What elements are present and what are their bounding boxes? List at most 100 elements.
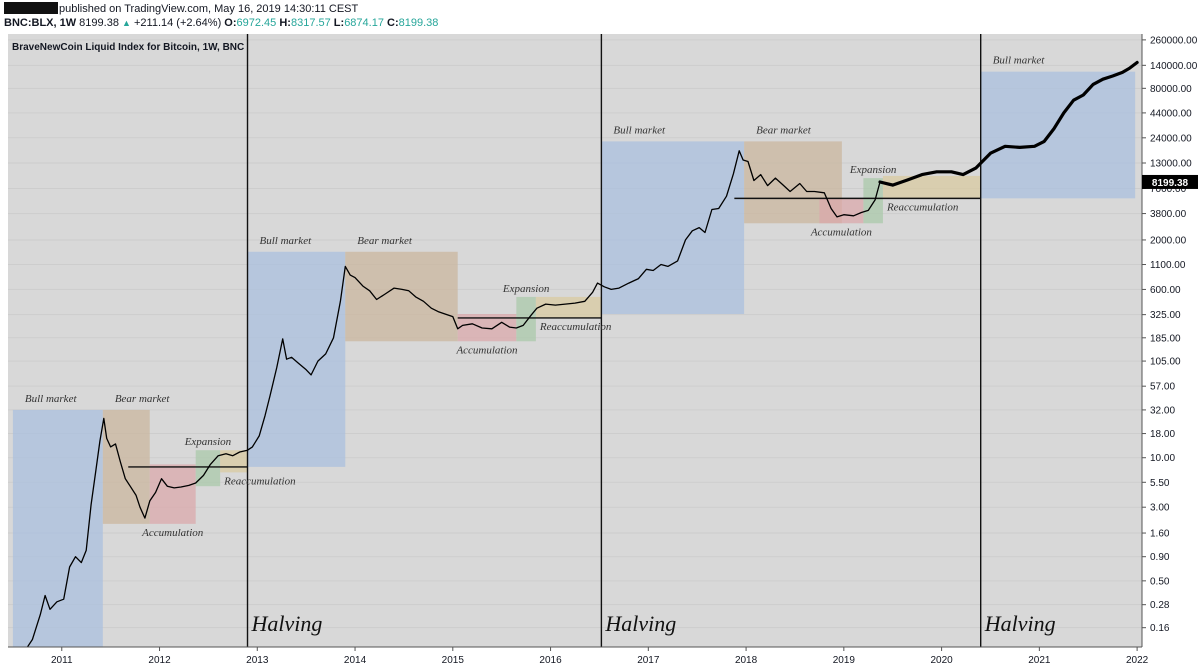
x-tick-label: 2019	[833, 655, 856, 666]
chart-header: published on TradingView.com, May 16, 20…	[0, 0, 1200, 32]
last-price-tag	[1142, 174, 1198, 189]
y-tick-label: 0.50	[1150, 576, 1170, 587]
y-axis-panel	[1142, 34, 1200, 647]
phase-accum	[149, 464, 196, 524]
y-tick-label: 140000.00	[1150, 61, 1198, 72]
phase-expand	[516, 296, 536, 342]
up-arrow-icon: ▲	[122, 18, 131, 28]
x-tick-label: 2021	[1028, 655, 1051, 666]
phase-labels: Bull market Bear market Accumulation Expans…	[25, 55, 1045, 539]
last-price: 8199.38	[79, 17, 119, 29]
phase-label: Reaccumulation	[886, 201, 959, 213]
halving-label: Halving	[984, 611, 1056, 636]
symbol-label: BNC:BLX, 1W	[4, 17, 77, 29]
y-axis: 260000.00 140000.00 80000.00 44000.00 24000.…	[1142, 35, 1198, 634]
y-tick-label: 57.00	[1150, 382, 1175, 393]
phase-label: Bull market	[613, 124, 666, 136]
phase-label: Expansion	[502, 283, 550, 295]
y-tick-label: 10.00	[1150, 453, 1175, 464]
phase-label: Expansion	[849, 164, 897, 176]
phase-label: Bear market	[756, 124, 812, 136]
high-label: H:	[279, 17, 291, 29]
phase-reacc	[220, 450, 248, 473]
publish-line: published on TradingView.com, May 16, 20…	[4, 2, 358, 15]
y-tick-label: 325.00	[1150, 310, 1181, 321]
y-tick-label: 18.00	[1150, 429, 1175, 440]
phase-label: Bull market	[25, 393, 78, 405]
y-tick-label: 80000.00	[1150, 84, 1192, 95]
y-tick-label: 2000.00	[1150, 235, 1187, 246]
price-change: +211.14 (+2.64%)	[133, 17, 222, 29]
close-value: 8199.38	[398, 17, 439, 29]
x-tick-label: 2014	[344, 655, 367, 666]
y-tick-label: 44000.00	[1150, 108, 1192, 119]
halving-lines: Halving Halving Halving	[246, 34, 1056, 647]
x-tick-label: 2013	[246, 655, 269, 666]
price-line	[17, 150, 881, 663]
phase-reacc	[535, 296, 602, 318]
phase-bear	[345, 251, 458, 342]
open-value: 6972.45	[236, 17, 277, 29]
y-tick-label: 5.50	[1150, 478, 1170, 489]
y-tick-label: 1.60	[1150, 529, 1170, 540]
phase-label: Reaccumulation	[223, 475, 296, 487]
publish-info: published on TradingView.com, May 16, 20…	[59, 3, 359, 15]
phase-regions	[12, 71, 1136, 647]
x-tick-label: 2020	[930, 655, 953, 666]
x-axis-panel	[0, 647, 1200, 670]
phase-label: Bear market	[115, 393, 171, 405]
y-tick-label: 185.00	[1150, 333, 1181, 344]
low-value: 6874.17	[344, 17, 384, 29]
x-tick-label: 2017	[637, 655, 660, 666]
plot-area	[8, 34, 1142, 647]
projection-line	[878, 60, 1139, 187]
phase-bull	[12, 409, 103, 647]
y-tick-label: 260000.00	[1150, 35, 1198, 46]
phase-label: Bear market	[357, 235, 413, 247]
phase-label: Expansion	[184, 436, 232, 448]
chart-title: BraveNewCoin Liquid Index for Bitcoin, 1…	[12, 42, 244, 53]
x-tick-label: 2022	[1126, 655, 1149, 666]
phase-label: Accumulation	[455, 344, 518, 356]
y-tick-label: 0.16	[1150, 623, 1170, 634]
halving-label: Halving	[604, 611, 676, 636]
y-tick-label: 3.00	[1150, 503, 1170, 514]
phase-label: Accumulation	[810, 226, 873, 238]
phase-bull	[980, 71, 1136, 199]
phase-bull	[601, 141, 745, 315]
phase-label: Bull market	[993, 55, 1046, 67]
y-tick-label: 24000.00	[1150, 133, 1192, 144]
redacted-username	[4, 2, 58, 14]
x-tick-label: 2016	[539, 655, 562, 666]
y-tick-label: 105.00	[1150, 357, 1181, 368]
phase-accum	[819, 198, 864, 224]
phase-expand	[863, 178, 883, 224]
price-series	[17, 60, 1139, 663]
x-tick-label: 2015	[442, 655, 465, 666]
y-tick-label: 1100.00	[1150, 260, 1186, 271]
high-value: 8317.57	[290, 17, 331, 29]
open-label: O:	[224, 17, 237, 29]
y-tick-label: 0.28	[1150, 600, 1170, 611]
phase-label: Accumulation	[141, 527, 204, 539]
x-axis: 2011 2012 2013 2014 2015 2016 2017 2018 2019 2020…	[51, 647, 1149, 666]
phase-label: Reaccumulation	[539, 321, 612, 333]
x-tick-label: 2012	[148, 655, 171, 666]
gridlines	[8, 39, 1142, 629]
last-price-label: 8199.38	[1152, 178, 1189, 189]
y-tick-label: 32.00	[1150, 405, 1175, 416]
y-tick-label: 7000.00	[1150, 184, 1187, 195]
y-tick-label: 13000.00	[1150, 159, 1192, 170]
x-tick-label: 2011	[51, 655, 73, 666]
y-tick-label: 3800.00	[1150, 209, 1187, 220]
last-price-marker: 8199.38	[1142, 174, 1198, 189]
y-tick-label: 600.00	[1150, 285, 1181, 296]
halving-label: Halving	[251, 611, 323, 636]
ohlc-line: BNC:BLX, 1W 8199.38 ▲ +211.14 (+2.64%) O…	[4, 17, 438, 29]
close-label: C:	[387, 17, 399, 29]
phase-reacc	[882, 175, 981, 199]
low-label: L:	[333, 17, 345, 29]
phase-bull	[247, 251, 346, 467]
x-tick-label: 2018	[735, 655, 758, 666]
